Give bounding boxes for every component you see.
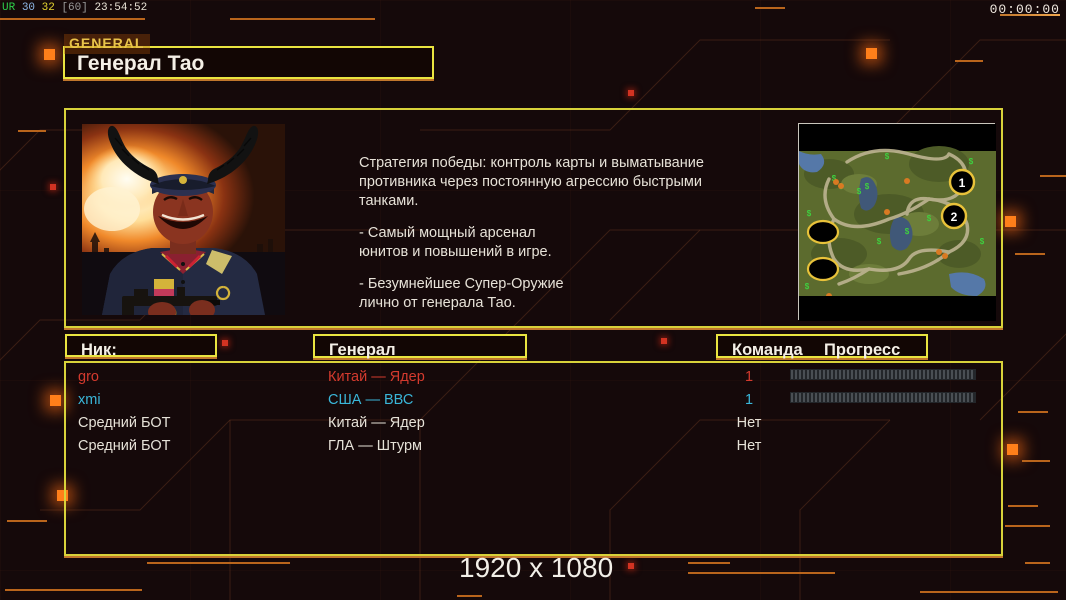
svg-text:$: $: [927, 214, 932, 223]
svg-text:$: $: [865, 182, 870, 191]
svg-text:$: $: [980, 237, 985, 246]
svg-text:$: $: [969, 157, 974, 166]
svg-text:1: 1: [959, 176, 966, 190]
svg-text:$: $: [877, 237, 882, 246]
svg-text:$: $: [905, 227, 910, 236]
svg-text:$: $: [857, 187, 862, 196]
svg-text:$: $: [807, 209, 812, 218]
svg-text:$: $: [805, 282, 810, 291]
svg-text:$: $: [885, 152, 890, 161]
svg-text:2: 2: [951, 210, 958, 224]
